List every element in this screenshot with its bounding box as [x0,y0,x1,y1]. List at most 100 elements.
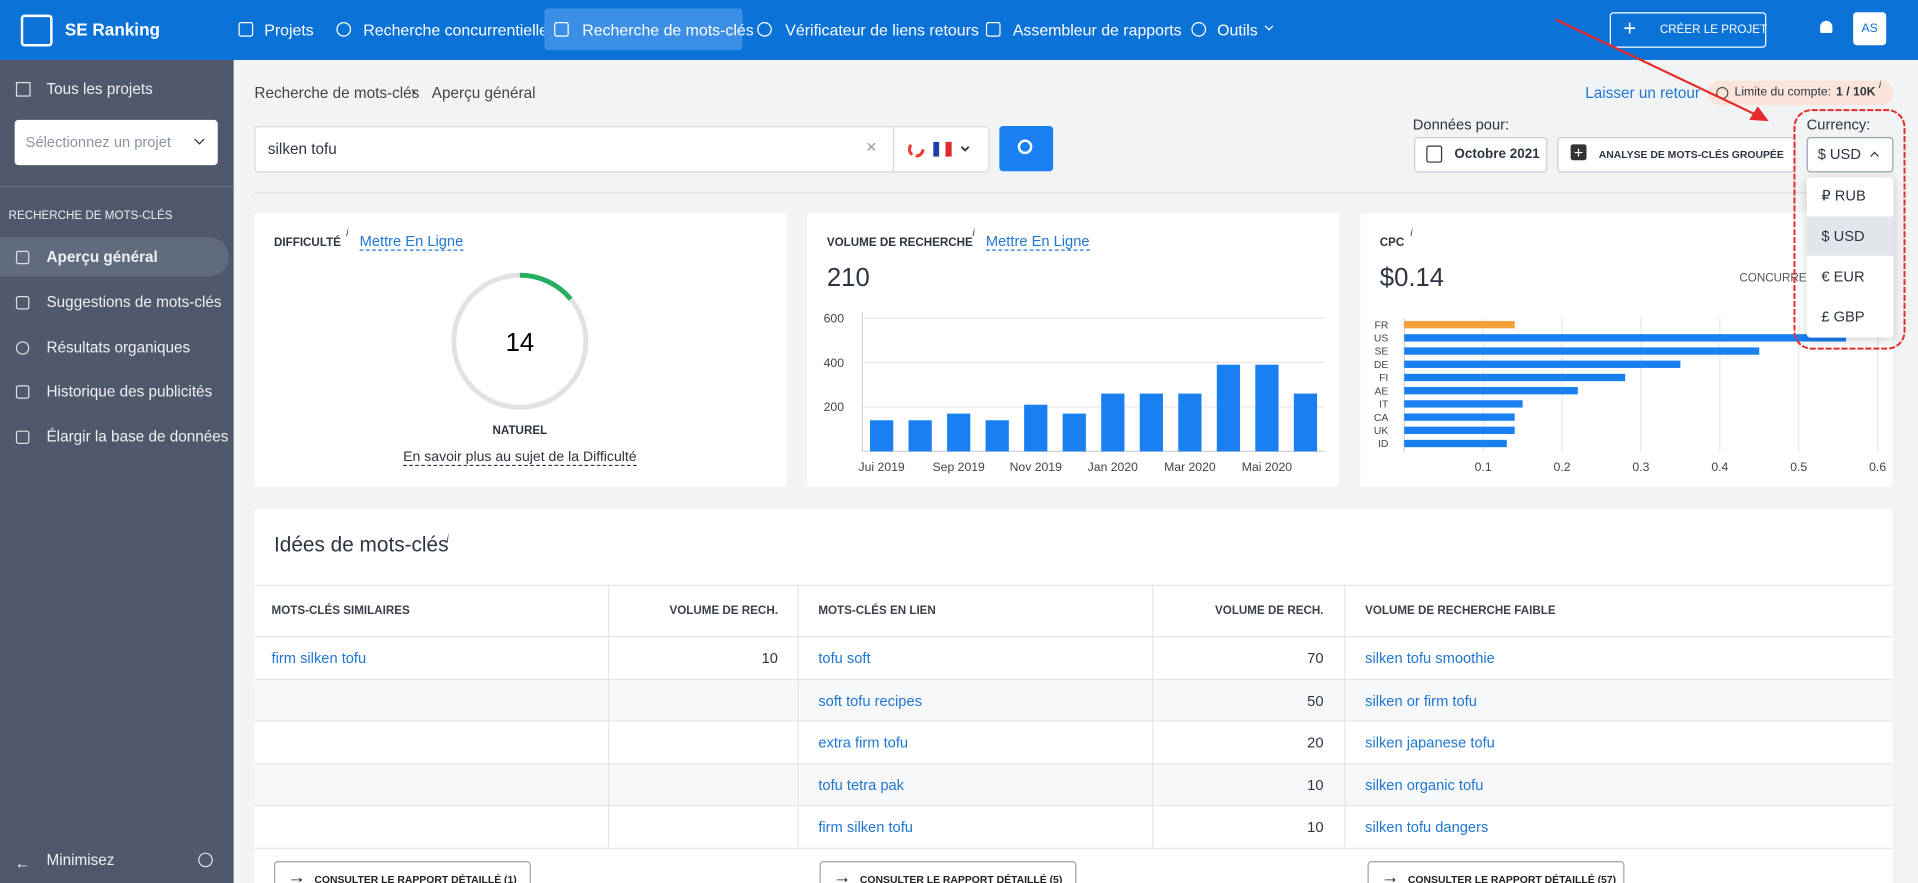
difficulty-trend[interactable]: Mettre En Ligne [359,232,464,251]
nav-icon [554,22,569,37]
cpc-title: CPC [1379,236,1405,250]
table-line [254,584,1893,586]
report-button[interactable]: → CONSULTER LE RAPPORT DÉTAILLÉ (5) [819,861,1077,883]
keyword-link[interactable]: tofu soft [818,649,871,667]
sidebar-icon [15,296,30,310]
arrow-icon: → [833,867,852,883]
ideas-info[interactable]: i [446,533,449,545]
date-button[interactable]: Octobre 2021 [1414,136,1548,173]
difficulty-title: DIFFICULTÉ [273,236,341,250]
keyword-link[interactable]: firm silken tofu [271,649,367,667]
nav-item[interactable]: Recherche de mots-clés [582,20,754,40]
limit-label: Limite du compte: [1734,85,1832,100]
limit-value: 1 / 10K [1836,85,1876,100]
all-projects[interactable]: Tous les projets [46,80,153,98]
avatar[interactable]: AS [1853,12,1887,46]
section-label: RECHERCHE DE MOTS-CLÉS [8,209,173,223]
logo-icon [20,14,53,47]
clear-icon[interactable]: × [866,136,877,158]
breadcrumb-1[interactable]: Recherche de mots-clés [254,84,420,102]
column-divider [797,584,799,848]
keyword-link[interactable]: silken tofu smoothie [1365,649,1495,667]
keyword-link[interactable]: silken japanese tofu [1365,733,1495,752]
bell-icon[interactable] [1820,20,1833,34]
minimize[interactable]: Minimisez [46,851,115,869]
volume-trend[interactable]: Mettre En Ligne [985,232,1090,251]
difficulty-info[interactable]: i [346,227,349,239]
nav-icon [336,22,352,37]
flag-red [945,141,952,157]
engine-country-icons[interactable] [906,139,979,159]
sidebar-item[interactable]: Suggestions de mots-clés [46,293,222,311]
sidebar-item[interactable]: Aperçu général [46,248,158,266]
difficulty-link[interactable]: En savoir plus au sujet de la Difficulté [403,450,637,467]
currency-select[interactable]: $ USD [1806,136,1894,173]
search-box[interactable]: silken tofu × [254,125,990,173]
nav-active-bg [544,8,743,51]
volume-cell: 70 [1307,649,1324,667]
nav-icon [757,22,772,37]
report-button[interactable]: → CONSULTER LE RAPPORT DÉTAILLÉ (57) [1367,861,1625,883]
search-button[interactable] [999,125,1054,172]
keyword-link[interactable]: silken or firm tofu [1365,691,1477,709]
chevron [194,134,205,145]
breadcrumb-sep: › [410,83,417,101]
report-label: CONSULTER LE RAPPORT DÉTAILLÉ (57) [1407,873,1617,883]
bulk-icon: + [1570,144,1587,161]
feedback-link[interactable]: Laisser un retour [1585,84,1701,102]
currency-option[interactable]: ₽ RUB [1821,187,1866,205]
column-header: MOTS-CLÉS SIMILAIRES [271,604,410,618]
column-header: VOLUME DE RECH. [669,604,778,618]
keyword-link[interactable]: silken tofu dangers [1365,818,1489,836]
header-divider [254,192,1893,194]
cpc-info[interactable]: i [1410,227,1413,239]
data-for-label: Données pour: [1412,116,1510,134]
volume-cell: 50 [1307,691,1324,709]
currency-selected: $ USD [1817,145,1861,163]
search-icon [1017,139,1033,155]
volume-title: VOLUME DE RECHERCHE [826,236,973,250]
column-header: VOLUME DE RECHERCHE FAIBLE [1365,604,1556,618]
annotation-arrowhead [1749,106,1769,122]
help-icon[interactable] [198,852,213,868]
sidebar-item[interactable]: Résultats organiques [46,338,191,356]
difficulty-level: NATUREL [492,424,548,438]
column-divider [607,584,610,848]
nav-item[interactable]: Recherche concurrentielle [363,20,549,40]
nav-item[interactable]: Assembleur de rapports [1012,20,1182,40]
currency-option[interactable]: £ GBP [1821,308,1865,326]
bulk-label: ANALYSE DE MOTS-CLÉS GROUPÉE [1598,148,1784,161]
logo-text[interactable]: SE Ranking [64,19,160,40]
keyword-link[interactable]: firm silken tofu [818,818,913,836]
flag-blue [933,141,940,157]
table-line [254,847,1893,849]
divider [0,185,234,188]
nav-item[interactable]: Outils [1217,20,1258,40]
nav-item[interactable]: Vérificateur de liens retours [785,20,979,40]
sidebar-item[interactable]: Élargir la base de données [46,428,229,446]
date-label: Octobre 2021 [1454,146,1540,162]
keyword-link[interactable]: extra firm tofu [818,733,909,752]
table-row-bg [254,720,1893,763]
table-row-bg [254,678,1893,721]
currency-option[interactable]: € EUR [1821,267,1865,286]
breadcrumb-2: Aperçu général [431,84,536,102]
table-row-bg [254,762,1893,805]
keyword-link[interactable]: soft tofu recipes [818,691,922,709]
report-button[interactable]: → CONSULTER LE RAPPORT DÉTAILLÉ (1) [273,861,531,883]
project-select[interactable]: Sélectionnez un projet [14,119,218,166]
keyword-link[interactable]: silken organic tofu [1365,776,1484,794]
create-label: CRÉER LE PROJET [1659,23,1768,37]
bulk-button[interactable]: + ANALYSE DE MOTS-CLÉS GROUPÉE [1557,136,1796,173]
sidebar-item[interactable]: Historique des publicités [46,382,213,400]
volume-info[interactable]: i [972,227,975,239]
flag-white [939,141,946,157]
nav-item[interactable]: Projets [264,20,314,40]
create-button[interactable]: + CRÉER LE PROJET [1609,12,1768,48]
limit-info[interactable]: i [1878,79,1882,91]
sidebar-icon [15,341,30,355]
volume-card [807,212,1340,487]
currency-option[interactable]: $ USD [1821,227,1865,245]
keyword-link[interactable]: tofu tetra pak [818,776,905,794]
